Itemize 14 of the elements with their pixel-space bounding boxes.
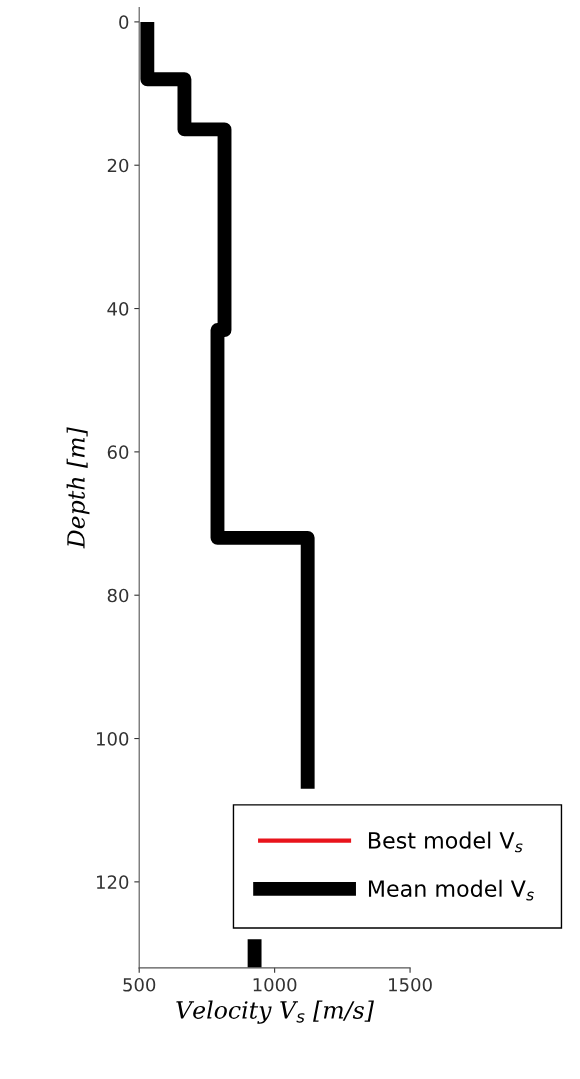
x-tick-label: 500 <box>123 977 156 992</box>
legend-label: Mean model V$_{s}$ <box>368 879 534 901</box>
y-tick-label: 120 <box>97 875 129 889</box>
y-axis-title: Depth [m] <box>66 427 90 549</box>
y-tick-label: 80 <box>107 588 129 603</box>
legend-label: Best model V$_{s}$ <box>368 831 523 853</box>
y-tick-label: 20 <box>107 158 129 173</box>
y-tick-label: 60 <box>107 445 129 459</box>
x-axis-title: Velocity V$_{s}$ [m/s] <box>176 1000 374 1024</box>
y-tick-label: 0 <box>119 15 129 29</box>
x-tick-label: 1500 <box>389 977 432 992</box>
x-tick-label: 1000 <box>253 977 297 992</box>
y-tick-label: 40 <box>107 302 129 316</box>
y-tick-label: 100 <box>97 731 129 746</box>
